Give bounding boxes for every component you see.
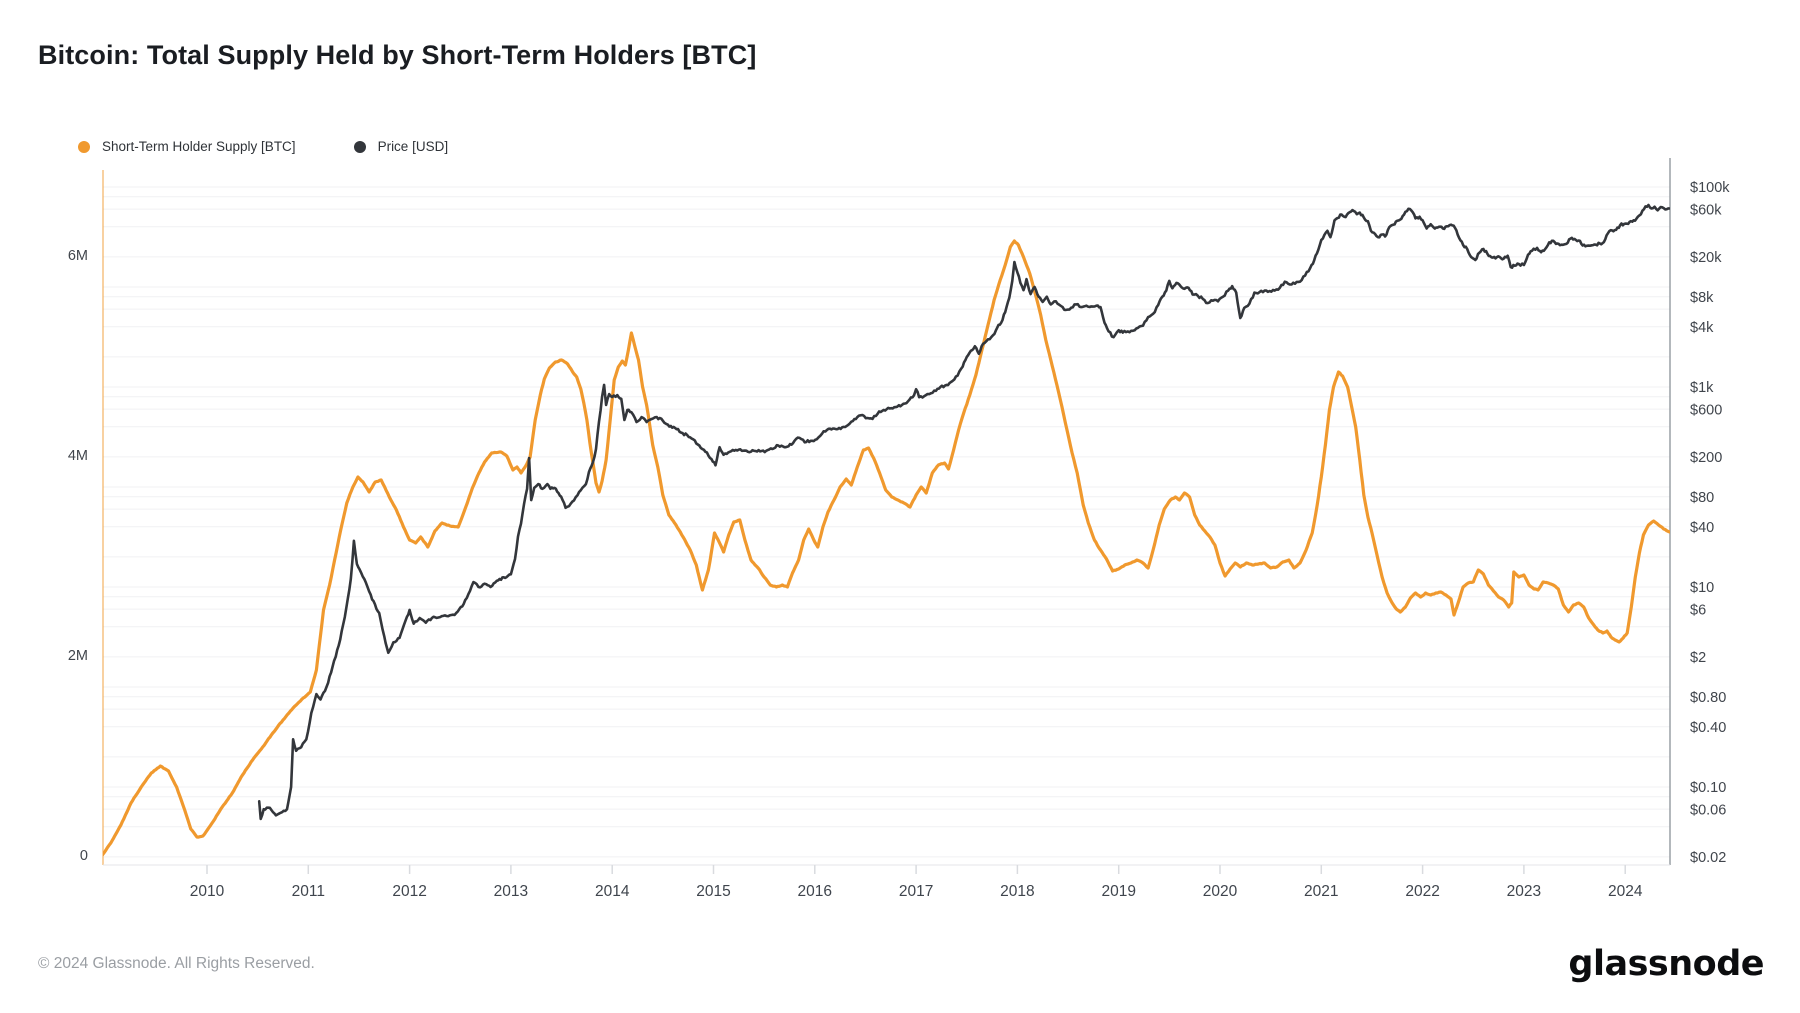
left-axis-tick-label: 0: [80, 848, 88, 864]
right-axis-tick-label: $6: [1690, 602, 1706, 618]
x-axis-label: 2013: [494, 883, 528, 900]
x-axis-label: 2023: [1507, 883, 1541, 900]
left-axis-tick-label: 2M: [68, 648, 88, 664]
right-axis-tick-label: $2: [1690, 650, 1706, 666]
x-axis-label: 2017: [899, 883, 933, 900]
x-axis-label: 2021: [1304, 883, 1338, 900]
legend-label-sth-supply: Short-Term Holder Supply [BTC]: [102, 139, 296, 154]
legend-label-price: Price [USD]: [377, 139, 449, 154]
right-axis-tick-label: $0.40: [1690, 720, 1726, 736]
x-axis-label: 2020: [1203, 883, 1238, 900]
right-axis-tick-label: $100k: [1690, 180, 1730, 196]
legend-item-sth-supply[interactable]: Short-Term Holder Supply [BTC]: [78, 139, 296, 154]
right-axis-tick-label: $20k: [1690, 250, 1722, 266]
right-axis-tick-label: $0.02: [1690, 850, 1726, 866]
right-axis-tick-label: $10: [1690, 580, 1714, 596]
x-axis-label: 2018: [1000, 883, 1034, 900]
glassnode-logo: glassnode: [1568, 944, 1764, 984]
x-axis-label: 2015: [696, 883, 730, 900]
x-axis-label: 2019: [1101, 883, 1135, 900]
right-axis-tick-label: $0.10: [1690, 780, 1726, 796]
right-axis-tick-label: $60k: [1690, 202, 1722, 218]
x-axis-label: 2024: [1608, 883, 1643, 900]
x-axis-label: 2011: [292, 883, 325, 900]
sth-supply-dot-icon: [78, 140, 90, 153]
left-axis-tick-label: 4M: [68, 448, 88, 464]
right-axis-tick-label: $600: [1690, 402, 1722, 418]
copyright-text: © 2024 Glassnode. All Rights Reserved.: [38, 955, 315, 972]
price-line: [257, 203, 1670, 821]
x-axis-label: 2016: [798, 883, 832, 900]
x-axis-label: 2010: [190, 883, 225, 900]
left-axis-tick-label: 6M: [68, 248, 88, 264]
right-axis-tick-label: $4k: [1690, 320, 1714, 336]
right-axis-tick-label: $1k: [1690, 380, 1714, 396]
sth-supply-line: [103, 239, 1670, 857]
right-axis-tick-label: $40: [1690, 520, 1714, 536]
legend: Short-Term Holder Supply [BTC] Price [US…: [78, 139, 448, 154]
page-title: Bitcoin: Total Supply Held by Short-Term…: [38, 40, 757, 70]
price-dot-icon: [353, 140, 366, 153]
right-axis-tick-label: $80: [1690, 490, 1714, 506]
right-axis-tick-label: $0.06: [1690, 802, 1726, 818]
right-axis-tick-label: $200: [1690, 450, 1722, 466]
legend-item-price[interactable]: Price [USD]: [353, 139, 449, 154]
x-axis-label: 2022: [1405, 883, 1439, 900]
x-axis-label: 2012: [392, 883, 426, 900]
right-axis-tick-label: $0.80: [1690, 690, 1726, 706]
right-axis-tick-label: $8k: [1690, 290, 1714, 306]
x-axis-label: 2014: [595, 883, 630, 900]
